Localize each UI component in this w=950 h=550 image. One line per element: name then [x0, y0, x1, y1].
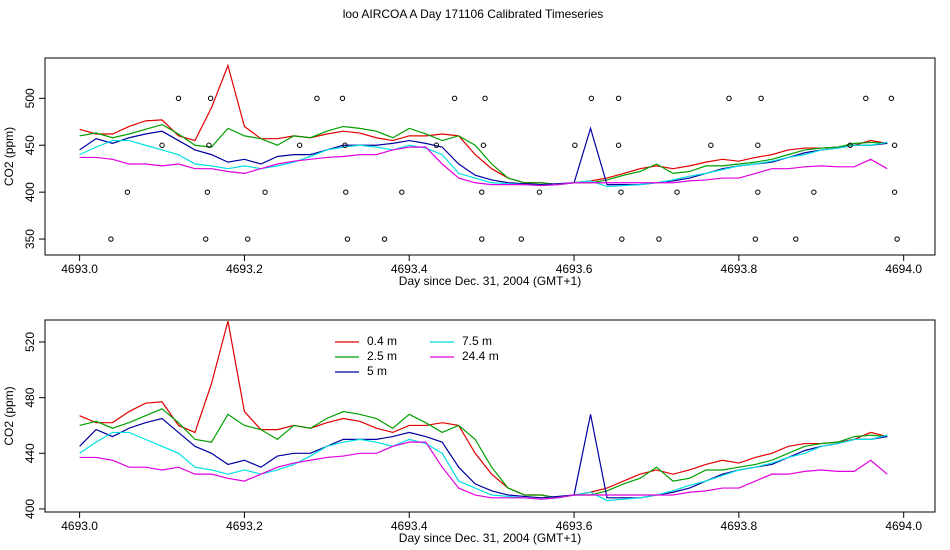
- marker: [863, 95, 869, 102]
- x-tick-label: 4693.0: [61, 262, 98, 276]
- series-line: [79, 441, 888, 500]
- marker: [159, 142, 165, 148]
- marker: [758, 95, 764, 102]
- y-tick-label: 350: [23, 229, 37, 249]
- marker: [536, 189, 543, 195]
- marker: [204, 189, 211, 195]
- series-line: [79, 139, 888, 188]
- marker: [339, 95, 346, 102]
- y-tick-label: 500: [23, 88, 37, 108]
- marker: [811, 189, 817, 195]
- marker: [480, 142, 487, 148]
- marker: [894, 236, 900, 242]
- legend-label: 2.5 m: [367, 349, 397, 363]
- x-tick-label: 4693.8: [721, 519, 758, 533]
- marker: [619, 236, 625, 242]
- marker: [891, 189, 898, 195]
- x-tick-label: 4693.6: [556, 262, 593, 276]
- series-line: [79, 123, 888, 186]
- y-tick-label: 480: [23, 387, 37, 407]
- marker: [296, 142, 303, 148]
- marker: [888, 95, 895, 102]
- marker: [108, 236, 114, 242]
- marker: [124, 189, 131, 195]
- y-tick-label: 520: [23, 332, 37, 352]
- series-line: [79, 431, 888, 502]
- marker: [207, 95, 214, 102]
- marker: [202, 236, 209, 242]
- marker: [482, 95, 488, 102]
- legend-label: 0.4 m: [367, 334, 397, 348]
- x-tick-label: 4694.0: [885, 519, 922, 533]
- y-tick-label: 440: [23, 443, 37, 463]
- legend-label: 7.5 m: [462, 334, 492, 348]
- marker: [891, 142, 898, 148]
- marker: [847, 142, 853, 148]
- marker: [793, 236, 799, 242]
- marker: [752, 236, 759, 242]
- marker: [262, 189, 268, 195]
- marker: [618, 189, 624, 195]
- y-tick-label: 400: [23, 182, 37, 202]
- marker: [343, 189, 349, 195]
- plot-area: [79, 320, 888, 502]
- marker: [588, 95, 595, 102]
- marker: [175, 95, 182, 102]
- x-tick-label: 4693.4: [391, 519, 428, 533]
- marker: [245, 236, 251, 242]
- marker: [342, 142, 348, 148]
- x-axis-label: Day since Dec. 31, 2004 (GMT+1): [399, 531, 581, 545]
- marker: [344, 236, 351, 242]
- marker: [399, 189, 405, 195]
- marker: [615, 95, 622, 102]
- marker: [381, 236, 388, 242]
- series-line: [79, 146, 888, 187]
- figure-title: loo AIRCOA A Day 171106 Calibrated Times…: [343, 7, 604, 21]
- series-line: [79, 320, 888, 499]
- marker: [656, 236, 662, 242]
- marker: [755, 189, 761, 195]
- marker: [572, 142, 578, 148]
- series-line: [79, 63, 888, 186]
- plot-frame: [44, 319, 936, 513]
- marker: [433, 142, 440, 148]
- marker: [755, 142, 761, 148]
- plot-frame: [44, 57, 936, 256]
- x-tick-label: 4693.8: [721, 262, 758, 276]
- marker: [726, 95, 732, 102]
- y-axis-label: CO2 (ppm): [2, 386, 16, 445]
- marker: [314, 95, 320, 102]
- x-tick-label: 4693.4: [391, 262, 428, 276]
- legend-label: 5 m: [367, 364, 387, 378]
- marker: [615, 142, 622, 148]
- y-axis-label: CO2 (ppm): [2, 127, 16, 186]
- marker: [674, 189, 680, 195]
- x-tick-label: 4693.2: [226, 519, 263, 533]
- x-tick-label: 4693.2: [226, 262, 263, 276]
- x-tick-label: 4694.0: [885, 262, 922, 276]
- marker: [451, 95, 458, 102]
- marker: [206, 142, 212, 148]
- legend-label: 24.4 m: [462, 349, 499, 363]
- series-line: [79, 408, 888, 499]
- y-tick-label: 450: [23, 135, 37, 155]
- x-tick-label: 4693.0: [61, 519, 98, 533]
- marker: [479, 236, 485, 242]
- marker: [518, 236, 525, 242]
- x-axis-label: Day since Dec. 31, 2004 (GMT+1): [399, 274, 581, 288]
- plot-area: [79, 63, 900, 242]
- x-tick-label: 4693.6: [556, 519, 593, 533]
- y-tick-label: 400: [23, 499, 37, 519]
- marker: [479, 189, 485, 195]
- marker: [708, 142, 714, 148]
